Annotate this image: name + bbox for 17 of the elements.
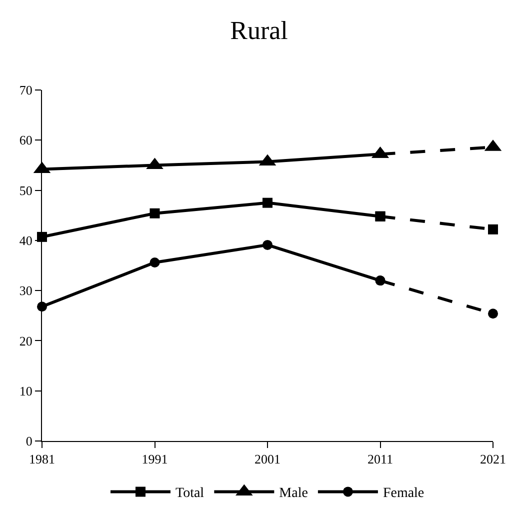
y-tick-label: 40: [19, 232, 32, 248]
x-tick-label: 1991: [142, 452, 168, 467]
x-tick-label: 2011: [367, 452, 394, 467]
chart-title: Rural: [230, 16, 288, 46]
y-tick-label: 0: [26, 434, 32, 449]
y-tick-label: 10: [19, 383, 32, 398]
y-tick-label: 30: [19, 283, 32, 298]
legend-label: Total: [176, 486, 204, 502]
x-tick-label: 2001: [254, 452, 280, 467]
x-tick-label: 1981: [29, 452, 55, 467]
legend-label: Male: [279, 486, 308, 502]
y-tick-label: 60: [19, 132, 32, 148]
legend-label: Female: [382, 486, 424, 502]
y-tick-label: 70: [19, 82, 32, 98]
y-tick-label: 20: [19, 333, 32, 348]
x-tick-label: 2021: [480, 452, 506, 467]
y-tick-label: 50: [19, 182, 32, 198]
